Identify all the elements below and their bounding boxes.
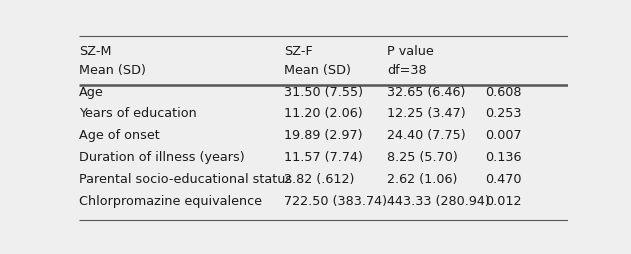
Text: Mean (SD): Mean (SD)	[284, 64, 351, 77]
Text: SZ-M: SZ-M	[79, 44, 112, 57]
Text: 443.33 (280.94): 443.33 (280.94)	[387, 195, 490, 208]
Text: Parental socio-educational status: Parental socio-educational status	[79, 173, 292, 186]
Text: Chlorpromazine equivalence: Chlorpromazine equivalence	[79, 195, 262, 208]
Text: 2.62 (1.06): 2.62 (1.06)	[387, 173, 457, 186]
Text: Years of education: Years of education	[79, 107, 197, 120]
Text: 32.65 (6.46): 32.65 (6.46)	[387, 86, 465, 99]
Text: Age: Age	[79, 86, 103, 99]
Text: 8.25 (5.70): 8.25 (5.70)	[387, 151, 457, 164]
Text: P value: P value	[387, 44, 433, 57]
Text: 0.136: 0.136	[485, 151, 521, 164]
Text: 12.25 (3.47): 12.25 (3.47)	[387, 107, 466, 120]
Text: df=38: df=38	[387, 64, 427, 77]
Text: 0.012: 0.012	[485, 195, 521, 208]
Text: 0.470: 0.470	[485, 173, 521, 186]
Text: 722.50 (383.74): 722.50 (383.74)	[284, 195, 387, 208]
Text: SZ-F: SZ-F	[284, 44, 313, 57]
Text: 24.40 (7.75): 24.40 (7.75)	[387, 129, 466, 142]
Text: 0.608: 0.608	[485, 86, 521, 99]
Text: 2.82 (.612): 2.82 (.612)	[284, 173, 355, 186]
Text: 11.20 (2.06): 11.20 (2.06)	[284, 107, 363, 120]
Text: Duration of illness (years): Duration of illness (years)	[79, 151, 244, 164]
Text: 11.57 (7.74): 11.57 (7.74)	[284, 151, 363, 164]
Text: 0.007: 0.007	[485, 129, 521, 142]
Text: Age of onset: Age of onset	[79, 129, 160, 142]
Text: 31.50 (7.55): 31.50 (7.55)	[284, 86, 363, 99]
Text: Mean (SD): Mean (SD)	[79, 64, 146, 77]
Text: 19.89 (2.97): 19.89 (2.97)	[284, 129, 363, 142]
Text: 0.253: 0.253	[485, 107, 521, 120]
